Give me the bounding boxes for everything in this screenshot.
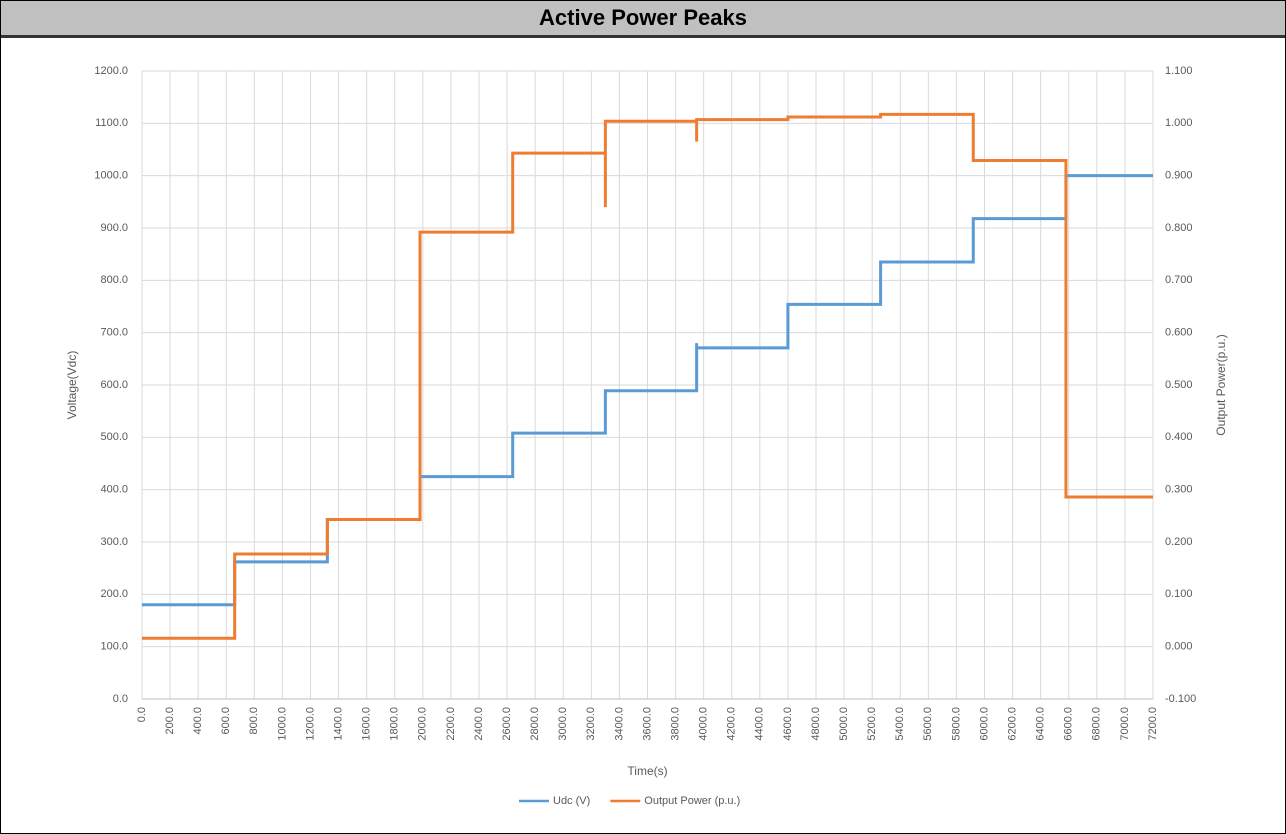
x-tick-label: 4400.0 (754, 707, 766, 741)
y2-tick-label: 1.000 (1165, 117, 1193, 129)
y2-tick-label: 0.500 (1165, 379, 1193, 391)
y-tick-label: 300.0 (100, 536, 128, 548)
x-tick-label: 5800.0 (950, 707, 962, 741)
x-tick-label: 800.0 (248, 707, 260, 735)
y2-tick-label: -0.100 (1165, 693, 1196, 705)
x-tick-label: 1200.0 (304, 707, 316, 741)
y-tick-label: 900.0 (100, 222, 128, 234)
x-tick-label: 3000.0 (557, 707, 569, 741)
y-tick-label: 700.0 (100, 327, 128, 339)
x-tick-label: 1600.0 (361, 707, 373, 741)
y2-tick-label: 0.600 (1165, 327, 1193, 339)
x-tick-label: 2800.0 (529, 707, 541, 741)
x-tick-label: 400.0 (192, 707, 204, 735)
y2-tick-label: 0.800 (1165, 222, 1193, 234)
y2-tick-label: 0.900 (1165, 170, 1193, 182)
chart-title: Active Power Peaks (1, 1, 1285, 38)
x-tick-label: 2200.0 (445, 707, 457, 741)
x-tick-label: 6000.0 (978, 707, 990, 741)
data-line (142, 112, 1153, 640)
y-tick-label: 600.0 (100, 379, 128, 391)
y-tick-label: 1200.0 (94, 65, 128, 77)
y2-tick-label: 0.100 (1165, 588, 1193, 600)
x-tick-label: 600.0 (220, 707, 232, 735)
x-tick-label: 5000.0 (838, 707, 850, 741)
x-tick-label: 7000.0 (1119, 707, 1131, 741)
x-tick-label: 5400.0 (894, 707, 906, 741)
x-tick-label: 2600.0 (501, 707, 513, 741)
x-tick-label: 6200.0 (1006, 707, 1018, 741)
y-tick-label: 1100.0 (95, 117, 128, 129)
x-axis-label: Time(s) (627, 764, 667, 778)
x-tick-label: 3200.0 (585, 707, 597, 741)
x-tick-label: 2000.0 (417, 707, 429, 741)
y-tick-label: 200.0 (100, 588, 128, 600)
x-tick-label: 6800.0 (1091, 707, 1103, 741)
x-tick-label: 1400.0 (332, 707, 344, 741)
x-tick-label: 4200.0 (726, 707, 738, 741)
y2-tick-label: 0.400 (1165, 431, 1193, 443)
y2-tick-label: 1.100 (1165, 65, 1193, 77)
x-tick-label: 6400.0 (1035, 707, 1047, 741)
y-tick-label: 1000.0 (94, 170, 128, 182)
x-tick-label: 3400.0 (613, 707, 625, 741)
x-tick-label: 2400.0 (473, 707, 485, 741)
y-tick-label: 500.0 (100, 431, 128, 443)
x-tick-label: 0.0 (136, 707, 148, 722)
legend-label: Udc (V) (553, 795, 590, 807)
x-tick-label: 7200.0 (1147, 707, 1159, 741)
y-tick-label: 400.0 (100, 484, 128, 496)
x-tick-label: 200.0 (164, 707, 176, 735)
x-tick-label: 5600.0 (922, 707, 934, 741)
x-tick-label: 5200.0 (866, 707, 878, 741)
x-tick-label: 4000.0 (698, 707, 710, 741)
x-tick-label: 3800.0 (669, 707, 681, 741)
y2-tick-label: 0.300 (1165, 484, 1193, 496)
y-tick-label: 0.0 (113, 693, 128, 705)
x-tick-label: 6600.0 (1063, 707, 1075, 741)
x-tick-label: 1800.0 (389, 707, 401, 741)
x-tick-label: 3600.0 (641, 707, 653, 741)
y2-tick-label: 0.000 (1165, 641, 1193, 653)
x-tick-label: 4800.0 (810, 707, 822, 741)
legend-label: Output Power (p.u.) (644, 795, 740, 807)
y-tick-label: 100.0 (100, 641, 128, 653)
y-axis-label: Voltage(Vdc) (65, 351, 79, 420)
x-tick-label: 1000.0 (276, 707, 288, 741)
y-tick-label: 800.0 (100, 274, 128, 286)
y2-tick-label: 0.700 (1165, 274, 1193, 286)
y2-axis-label: Output Power(p.u.) (1214, 334, 1228, 435)
x-tick-label: 4600.0 (782, 707, 794, 741)
y2-tick-label: 0.200 (1165, 536, 1193, 548)
